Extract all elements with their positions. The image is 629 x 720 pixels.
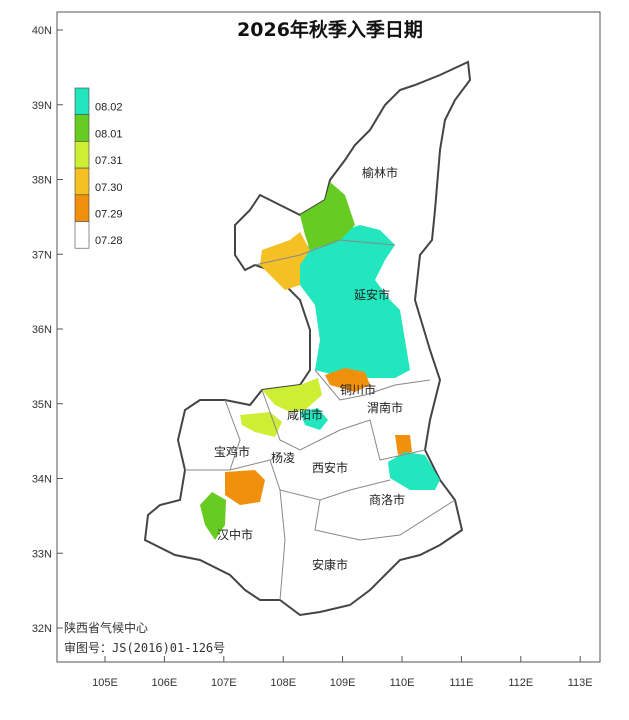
region xyxy=(200,492,226,540)
legend-swatch xyxy=(74,141,90,169)
province-outline xyxy=(143,60,472,617)
credit: 审图号：JS(2016)01-126号 xyxy=(64,640,225,655)
region xyxy=(395,435,412,455)
city-label: 咸阳市 xyxy=(287,407,323,422)
city-label: 商洛市 xyxy=(369,492,405,507)
region xyxy=(295,225,410,378)
lon-tick-label: 113E xyxy=(568,677,593,689)
lon-tick-label: 109E xyxy=(330,677,356,689)
lon-tick-label: 106E xyxy=(152,677,178,689)
lat-tick-label: 34N xyxy=(32,474,52,486)
legend-label: 08.01 xyxy=(95,128,123,140)
credit: 陕西省气候中心 xyxy=(64,620,148,635)
city-label: 延安市 xyxy=(354,287,390,302)
city-label: 榆林市 xyxy=(362,165,398,180)
lon-tick-label: 110E xyxy=(390,677,415,689)
legend-swatch xyxy=(74,114,90,142)
lon-tick-label: 111E xyxy=(449,677,473,689)
lat-tick-label: 36N xyxy=(32,324,52,336)
region xyxy=(262,378,322,412)
city-label: 西安市 xyxy=(312,460,348,475)
lon-tick-label: 105E xyxy=(92,677,118,689)
legend-swatch xyxy=(74,194,90,222)
city-labels: 榆林市 延安市 铜川市 渭南市 咸阳市 宝鸡市 杨凌 西安市 商洛市 汉中市 安… xyxy=(214,165,405,572)
map-frame xyxy=(56,11,601,663)
city-label: 安康市 xyxy=(312,557,348,572)
lat-tick-label: 32N xyxy=(32,623,52,635)
lat-tick-label: 38N xyxy=(32,175,52,187)
lat-tick-label: 39N xyxy=(32,100,52,112)
lon-tick-label: 107E xyxy=(211,677,237,689)
city-label: 杨凌 xyxy=(271,450,295,465)
lat-tick-label: 35N xyxy=(32,399,52,411)
legend-label: 08.02 xyxy=(95,102,123,114)
city-label: 渭南市 xyxy=(367,400,403,415)
region xyxy=(325,368,370,392)
lat-tick-label: 37N xyxy=(32,249,52,261)
region xyxy=(300,408,328,430)
city-label: 铜川市 xyxy=(340,382,376,397)
region xyxy=(240,412,282,437)
legend-label: 07.28 xyxy=(95,235,123,247)
legend-swatch xyxy=(74,87,90,116)
lon-tick-label: 112E xyxy=(508,677,533,689)
lat-tick-label: 33N xyxy=(32,548,52,560)
lon-tick-label: 108E xyxy=(270,677,296,689)
city-label: 汉中市 xyxy=(217,527,253,542)
province xyxy=(143,60,472,617)
legend-label: 07.29 xyxy=(95,209,123,221)
boundaries xyxy=(185,239,456,601)
map-title: 2026年秋季入季日期 xyxy=(237,18,423,41)
legend-swatch xyxy=(74,167,90,196)
city-label: 宝鸡市 xyxy=(214,444,250,459)
legend-swatch xyxy=(74,221,90,249)
legend-label: 07.31 xyxy=(95,155,123,167)
region xyxy=(225,470,265,505)
region xyxy=(388,452,440,490)
region xyxy=(300,182,355,250)
legend-label: 07.30 xyxy=(95,182,123,194)
region xyxy=(260,232,310,290)
lat-tick-label: 40N xyxy=(32,25,52,37)
